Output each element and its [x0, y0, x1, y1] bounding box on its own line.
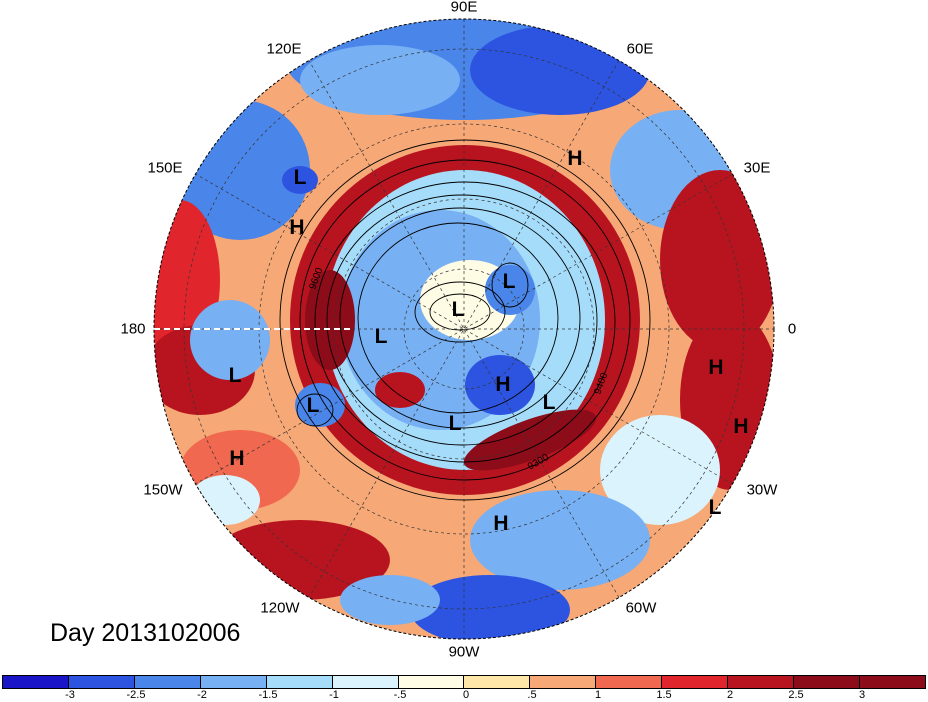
lon-label-30e: 30E [743, 159, 771, 177]
lon-label-180: 180 [120, 320, 146, 338]
colorbar-swatch [662, 676, 729, 688]
lon-label-120w: 120W [260, 599, 300, 617]
pressure-center: H [733, 415, 749, 438]
lon-label-90e: 90E [450, 0, 478, 16]
pressure-center: L [542, 391, 556, 414]
lon-label-0: 0 [787, 320, 797, 338]
pressure-center: L [451, 298, 465, 321]
colorbar-swatch [794, 676, 860, 688]
lon-label-120e: 120E [266, 40, 302, 58]
pressure-center: H [229, 447, 245, 470]
colorbar-swatch [68, 676, 135, 688]
colorbar-tick: -.5 [393, 689, 407, 701]
lon-label-90w: 90W [448, 643, 480, 661]
colorbar-swatch [134, 676, 201, 688]
colorbar-tick: .5 [527, 689, 537, 701]
colorbar-tick: 2.5 [788, 689, 804, 701]
pressure-center: L [306, 394, 320, 417]
colorbar-tick: 3 [858, 689, 866, 701]
colorbar-swatch [200, 676, 267, 688]
colorbar-tick: -1 [329, 689, 339, 701]
lon-label-60w: 60W [625, 599, 657, 617]
lon-label-60e: 60E [626, 40, 654, 58]
colorbar [2, 675, 926, 689]
date-title: Day 2013102006 [50, 619, 241, 647]
colorbar-swatch [3, 676, 69, 688]
colorbar-tick: 1 [594, 689, 602, 701]
colorbar-tick: -2 [197, 689, 207, 701]
height-contours [279, 139, 651, 501]
colorbar-tick: -1.5 [258, 689, 278, 701]
pressure-center: L [374, 325, 388, 348]
lon-label-150e: 150E [147, 159, 183, 177]
colorbar-swatch [728, 676, 795, 688]
colorbar-swatch [398, 676, 465, 688]
pressure-center: L [228, 364, 242, 387]
colorbar-swatch [859, 676, 925, 688]
anomaly-field [154, 19, 774, 639]
colorbar-tick: -2.5 [126, 689, 146, 701]
colorbar-swatch [266, 676, 333, 688]
colorbar-swatch [332, 676, 399, 688]
lon-label-150w: 150W [143, 481, 183, 499]
colorbar-tick: 0 [462, 689, 470, 701]
pressure-center: L [708, 496, 722, 519]
colorbar-tick: -3 [65, 689, 75, 701]
colorbar-swatch [530, 676, 597, 688]
pressure-center: H [567, 147, 583, 170]
pressure-center: H [708, 356, 724, 379]
map-border [153, 18, 775, 640]
pressure-center: H [495, 373, 511, 396]
pressure-center: H [493, 512, 509, 535]
lon-label-30w: 30W [746, 481, 778, 499]
pressure-center: H [289, 216, 305, 239]
colorbar-tick: 1.5 [656, 689, 672, 701]
pressure-center: L [448, 412, 462, 435]
colorbar-swatch [596, 676, 663, 688]
pressure-center: L [502, 270, 516, 293]
colorbar-swatch [464, 676, 531, 688]
colorbar-tick: 2 [726, 689, 734, 701]
pressure-center: L [293, 166, 307, 189]
